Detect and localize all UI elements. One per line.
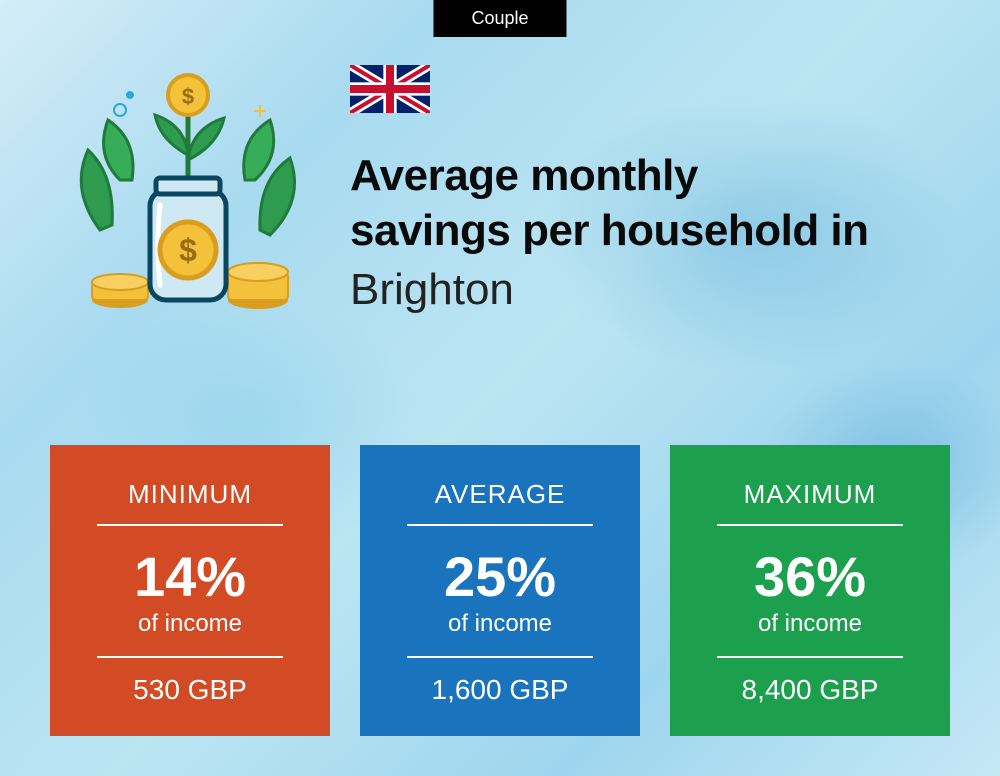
card-amount: 1,600 GBP <box>432 674 569 706</box>
card-divider <box>717 656 903 658</box>
card-divider <box>97 656 283 658</box>
title-city: Brighton <box>350 262 960 317</box>
stat-cards-row: MINIMUM 14% of income 530 GBP AVERAGE 25… <box>50 445 950 736</box>
card-percent: 25% <box>444 546 556 608</box>
uk-flag-icon <box>350 65 430 113</box>
card-label: MAXIMUM <box>744 479 877 510</box>
card-amount: 8,400 GBP <box>742 674 879 706</box>
card-percent: 36% <box>754 546 866 608</box>
card-subtext: of income <box>448 610 552 638</box>
title-line-2: savings per household in <box>350 203 960 258</box>
card-divider <box>97 524 283 526</box>
card-divider <box>407 524 593 526</box>
stat-card-average: AVERAGE 25% of income 1,600 GBP <box>360 445 640 736</box>
card-label: MINIMUM <box>128 479 252 510</box>
card-subtext: of income <box>758 610 862 638</box>
savings-jar-icon: $ $ <box>60 60 310 320</box>
category-badge: Couple <box>433 0 566 37</box>
savings-illustration: $ $ <box>60 60 310 320</box>
card-subtext: of income <box>138 610 242 638</box>
stat-card-maximum: MAXIMUM 36% of income 8,400 GBP <box>670 445 950 736</box>
header: $ $ <box>60 60 960 320</box>
card-amount: 530 GBP <box>133 674 247 706</box>
card-label: AVERAGE <box>435 479 566 510</box>
category-badge-label: Couple <box>471 8 528 28</box>
svg-text:$: $ <box>179 232 197 268</box>
svg-text:$: $ <box>182 84 194 109</box>
title-line-1: Average monthly <box>350 148 960 203</box>
card-divider <box>407 656 593 658</box>
card-divider <box>717 524 903 526</box>
stat-card-minimum: MINIMUM 14% of income 530 GBP <box>50 445 330 736</box>
card-percent: 14% <box>134 546 246 608</box>
title-block: Average monthly savings per household in… <box>350 60 960 317</box>
